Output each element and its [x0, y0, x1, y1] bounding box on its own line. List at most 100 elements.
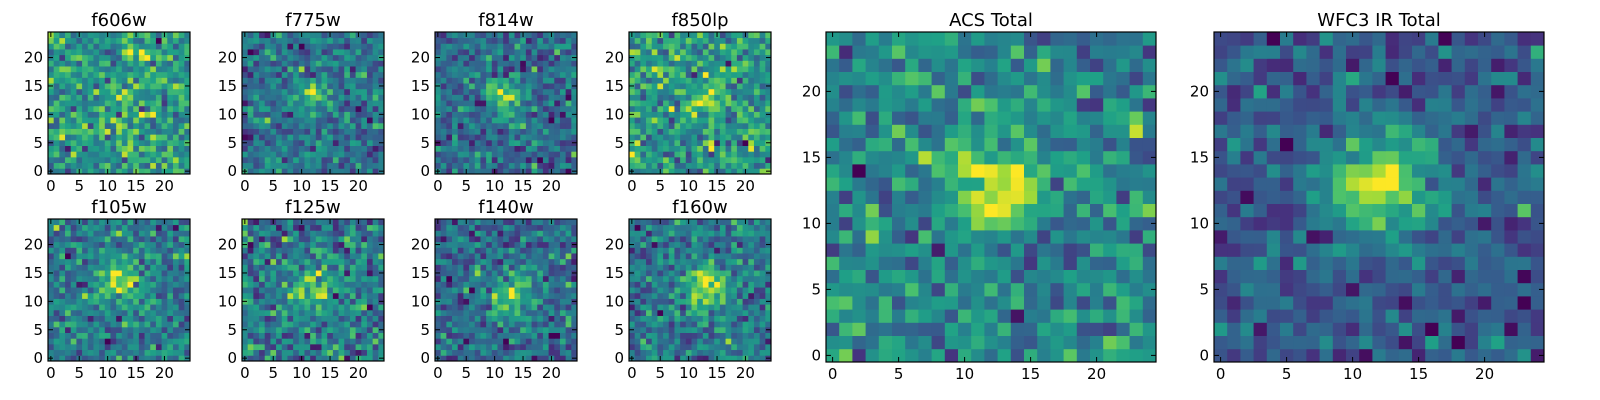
heatmap-cell [276, 304, 283, 311]
heatmap-cell [247, 94, 254, 101]
heatmap-cell [99, 355, 106, 362]
y-tick-label: 20 [411, 49, 430, 67]
heatmap-cell [161, 151, 168, 158]
heatmap-cell [1306, 322, 1320, 336]
heatmap-cell [1504, 322, 1518, 336]
heatmap-cell [121, 111, 128, 118]
heatmap-cell [839, 150, 853, 165]
heatmap-cell [48, 60, 55, 67]
heatmap-cell [565, 111, 572, 118]
heatmap-cell [59, 281, 66, 288]
heatmap-cell [651, 111, 658, 118]
heatmap-cell [663, 32, 670, 39]
heatmap-cell [931, 164, 946, 178]
heatmap-cell [253, 156, 260, 164]
heatmap-cell [281, 326, 288, 333]
heatmap-cell [1398, 269, 1413, 284]
heatmap-cell [1103, 335, 1117, 350]
heatmap-cell [944, 348, 959, 363]
heatmap-cell [276, 134, 283, 141]
heatmap-cell [736, 168, 743, 175]
heatmap-cell [1090, 111, 1104, 125]
heatmap-cell [944, 111, 959, 125]
heatmap-cell [321, 275, 328, 282]
heatmap-cell [1451, 164, 1466, 178]
heatmap-cell [1306, 164, 1320, 178]
heatmap-cell [298, 83, 305, 90]
heatmap-cell [958, 111, 972, 125]
heatmap-cell [1372, 98, 1386, 112]
heatmap-cell [116, 349, 123, 356]
heatmap-cell [304, 321, 311, 328]
heatmap-cell [104, 315, 111, 322]
heatmap-cell [59, 54, 66, 61]
heatmap-cell [1240, 98, 1254, 112]
heatmap-cell [640, 117, 647, 124]
heatmap-cell [70, 321, 77, 328]
heatmap-cell [116, 298, 123, 305]
heatmap-cell [133, 128, 140, 135]
heatmap-cell [144, 111, 151, 118]
heatmap-cell [497, 43, 504, 50]
heatmap-cell [542, 60, 549, 67]
heatmap-cell [1076, 111, 1091, 125]
heatmap-cell [905, 256, 919, 270]
heatmap-cell [463, 156, 470, 164]
heatmap-cell [76, 156, 83, 164]
heatmap-cell [508, 122, 515, 129]
heatmap-cell [355, 60, 362, 67]
heatmap-cell [167, 49, 174, 56]
heatmap-cell [503, 94, 510, 101]
heatmap-cell [53, 77, 60, 84]
heatmap-cell [486, 32, 493, 39]
heatmap-cell [452, 54, 459, 61]
heatmap-cell [1037, 282, 1051, 297]
heatmap-cell [270, 275, 277, 282]
heatmap-cell [469, 168, 476, 175]
heatmap-cell [287, 49, 294, 56]
heatmap-cell [1090, 203, 1104, 218]
heatmap-cell [905, 45, 919, 59]
heatmap-cell [161, 117, 168, 124]
heatmap-cell [852, 230, 866, 244]
heatmap-cell [446, 83, 453, 90]
heatmap-cell [480, 111, 487, 118]
heatmap-cell [1142, 335, 1157, 350]
heatmap-cell [366, 332, 374, 339]
heatmap-cell [270, 37, 277, 44]
heatmap-cell [1438, 124, 1452, 138]
heatmap-cell [486, 83, 493, 90]
heatmap-cell [87, 275, 94, 282]
heatmap-cell [281, 332, 288, 339]
heatmap-cell [65, 37, 72, 44]
heatmap-cell [1050, 216, 1064, 231]
heatmap-cell [293, 281, 300, 288]
heatmap-cell [1504, 32, 1518, 46]
heatmap-cell [59, 32, 66, 39]
heatmap-cell [332, 156, 339, 164]
heatmap-cell [48, 258, 55, 265]
heatmap-cell [685, 37, 692, 44]
heatmap-cell [1050, 150, 1064, 165]
heatmap-cell [161, 270, 168, 277]
heatmap-cell [685, 145, 692, 152]
heatmap-cell [1293, 203, 1307, 218]
heatmap-cell [748, 43, 755, 50]
heatmap-cell [852, 216, 866, 231]
heatmap-cell [127, 151, 134, 158]
heatmap-cell [184, 105, 191, 112]
heatmap-cell [520, 151, 527, 158]
heatmap-cell [161, 224, 168, 231]
heatmap-cell [1398, 190, 1413, 204]
heatmap-cell [161, 122, 168, 129]
heatmap-cell [753, 156, 761, 164]
heatmap-cell [668, 66, 675, 73]
heatmap-cell [708, 49, 715, 56]
heatmap-cell [680, 111, 687, 118]
heatmap-cell [474, 54, 481, 61]
heatmap-cell [646, 49, 653, 56]
heatmap-cell [321, 168, 328, 175]
heatmap-cell [708, 168, 715, 175]
heatmap-cell [1129, 309, 1144, 323]
heatmap-cell [525, 71, 532, 78]
